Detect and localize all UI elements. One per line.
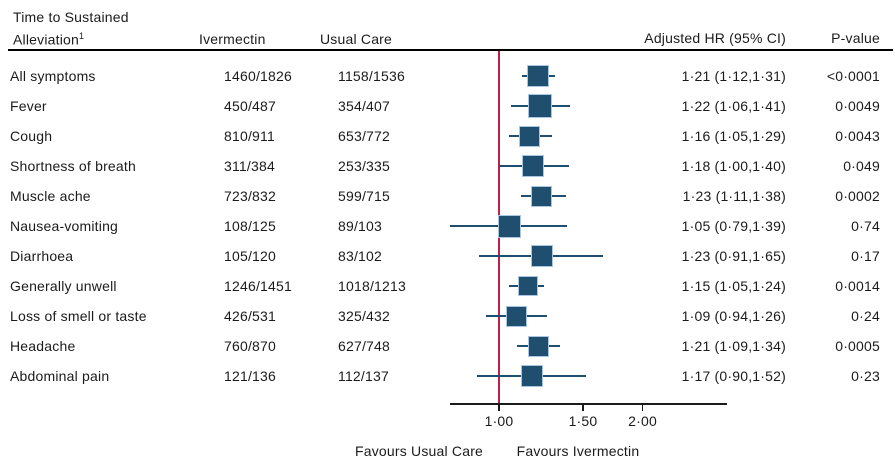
column-header-symptom-line2: Alleviation1 (13, 31, 85, 48)
row-hr-ci: 1·23 (1·11,1·38) (682, 188, 786, 204)
row-ivermectin-events: 450/487 (224, 98, 277, 114)
x-axis-tick (582, 403, 584, 411)
row-ivermectin-events: 105/120 (224, 248, 277, 264)
column-header-symptom-line1: Time to Sustained (13, 9, 129, 25)
row-ivermectin-events: 121/136 (224, 368, 277, 384)
row-hr-ci: 1·23 (0·91,1·65) (681, 248, 786, 264)
row-pvalue: 0·0049 (835, 98, 880, 114)
favours-ivermectin-label: Favours Ivermectin (516, 443, 640, 459)
x-axis-tick (641, 403, 644, 411)
row-ivermectin-events: 723/832 (224, 188, 277, 204)
column-header-symptom: Time to Sustained Alleviation1 (13, 8, 129, 50)
row-usual-care-events: 354/407 (338, 98, 391, 114)
header-divider-rule (8, 49, 893, 51)
hr-point-estimate-box (527, 65, 550, 87)
row-label: All symptoms (10, 68, 96, 84)
hr-point-estimate-box (528, 94, 553, 118)
column-header-pvalue: P-value (831, 30, 880, 46)
hr-point-estimate-box (527, 335, 549, 357)
x-axis-tick (498, 403, 500, 411)
hr-point-estimate-box (531, 185, 553, 207)
row-label: Headache (10, 338, 76, 354)
row-pvalue: 0·23 (851, 368, 880, 384)
row-hr-ci: 1·17 (0·90,1·52) (681, 368, 786, 384)
x-axis (450, 403, 727, 405)
row-label: Loss of smell or taste (10, 308, 147, 324)
row-usual-care-events: 1018/1213 (338, 278, 406, 294)
row-pvalue: 0·0014 (835, 278, 880, 294)
hr-point-estimate-box (522, 155, 545, 177)
footnote-marker: 1 (79, 31, 85, 41)
row-hr-ci: 1·22 (1·06,1·41) (681, 98, 786, 114)
row-usual-care-events: 653/772 (338, 128, 391, 144)
row-usual-care-events: 83/102 (338, 248, 383, 264)
hr-point-estimate-box (497, 214, 521, 238)
row-hr-ci: 1·15 (1·05,1·24) (681, 278, 786, 294)
row-ivermectin-events: 810/911 (224, 128, 275, 144)
column-header-adjusted-hr: Adjusted HR (95% CI) (644, 30, 786, 46)
row-label: Generally unwell (10, 278, 117, 294)
row-ivermectin-events: 311/384 (224, 158, 275, 174)
row-ivermectin-events: 760/870 (224, 338, 277, 354)
row-usual-care-events: 325/432 (338, 308, 391, 324)
row-pvalue: 0·0002 (835, 188, 880, 204)
row-hr-ci: 1·16 (1·05,1·29) (681, 128, 786, 144)
row-hr-ci: 1·05 (0·79,1·39) (681, 218, 786, 234)
row-usual-care-events: 599/715 (338, 188, 391, 204)
row-pvalue: 0·17 (851, 248, 880, 264)
row-label: Shortness of breath (10, 158, 136, 174)
row-ivermectin-events: 1246/1451 (224, 278, 292, 294)
row-pvalue: 0·0005 (835, 338, 880, 354)
row-hr-ci: 1·21 (1·12,1·31) (681, 68, 786, 84)
x-axis-tick-label: 2·00 (628, 413, 657, 429)
row-usual-care-events: 112/137 (338, 368, 389, 384)
column-header-ivermectin: Ivermectin (199, 31, 266, 47)
row-hr-ci: 1·18 (1·00,1·40) (681, 158, 786, 174)
row-label: Muscle ache (10, 188, 91, 204)
row-label: Fever (10, 98, 47, 114)
hr-point-estimate-box (517, 276, 538, 296)
x-axis-tick-label: 1·50 (568, 413, 598, 429)
row-pvalue: 0·24 (851, 308, 880, 324)
row-hr-ci: 1·09 (0·94,1·26) (681, 308, 786, 324)
row-pvalue: 0·74 (851, 218, 880, 234)
row-pvalue: <0·0001 (826, 68, 880, 84)
row-usual-care-events: 89/103 (338, 218, 383, 234)
row-label: Cough (10, 128, 53, 144)
row-label: Abdominal pain (10, 368, 110, 384)
row-label: Diarrhoea (10, 248, 74, 264)
hr-point-estimate-box (506, 305, 528, 327)
row-usual-care-events: 253/335 (338, 158, 391, 174)
row-label: Nausea-vomiting (10, 218, 119, 234)
x-axis-tick-label: 1·00 (484, 413, 514, 429)
row-usual-care-events: 1158/1536 (338, 68, 405, 84)
favours-usual-care-label: Favours Usual Care (354, 443, 484, 459)
row-pvalue: 0·0043 (835, 128, 880, 144)
hr-point-estimate-box (520, 365, 543, 387)
row-ivermectin-events: 108/125 (224, 218, 277, 234)
column-header-usual-care: Usual Care (320, 31, 393, 47)
row-usual-care-events: 627/748 (338, 338, 391, 354)
row-hr-ci: 1·21 (1·09,1·34) (681, 338, 786, 354)
row-pvalue: 0·049 (843, 158, 880, 174)
hr-point-estimate-box (530, 245, 553, 267)
row-ivermectin-events: 426/531 (224, 308, 277, 324)
hr-point-estimate-box (519, 125, 541, 147)
row-ivermectin-events: 1460/1826 (224, 68, 292, 84)
